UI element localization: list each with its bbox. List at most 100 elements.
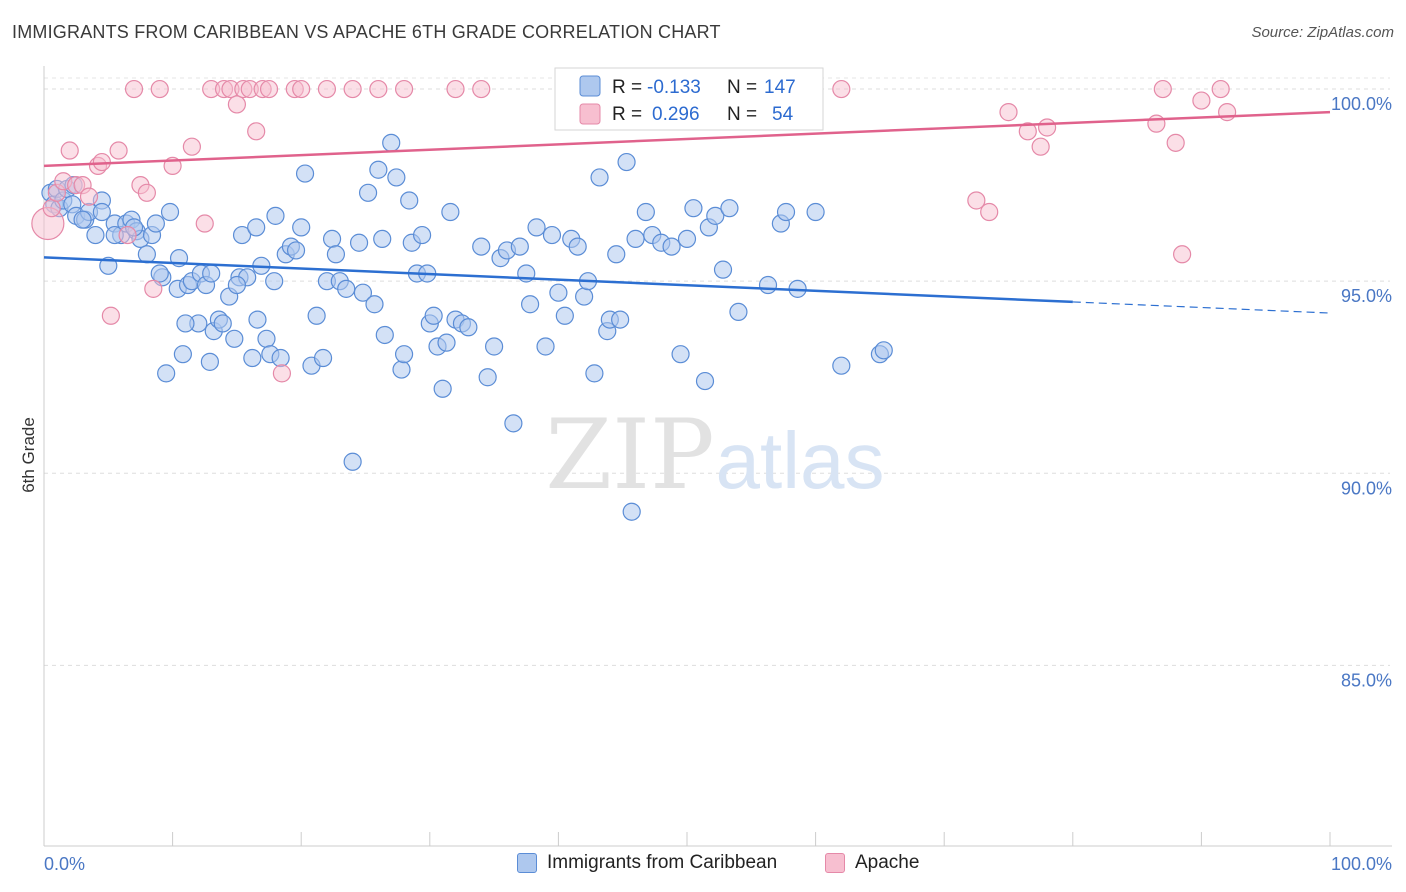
data-point-caribbean [677,229,697,249]
x-tick-label-max: 100.0% [1331,854,1392,874]
data-point-caribbean [202,264,221,283]
data-point-caribbean [729,302,748,322]
data-point-caribbean [173,345,192,364]
legend-n-label-2: N = [727,104,757,125]
data-point-caribbean [536,337,555,356]
data-point-caribbean [622,502,641,521]
data-point-caribbean [322,229,342,249]
data-point-caribbean [720,199,739,218]
legend-r-value-2: 0.296 [652,104,700,125]
data-point-caribbean [137,245,156,264]
data-point-caribbean [266,206,285,225]
grid-lines [44,77,1390,666]
y-tick-labels: 85.0% 90.0% 95.0% 100.0% [1331,94,1392,690]
bottom-legend-swatch-apache [825,853,845,873]
data-point-caribbean [92,202,111,222]
data-point-caribbean [232,225,252,245]
data-point-apache [60,141,79,160]
bottom-legend-swatch-caribbean [517,853,537,873]
data-point-caribbean [146,214,165,233]
data-point-caribbean [265,272,284,291]
data-point-caribbean [472,237,491,256]
data-point-caribbean [243,348,262,368]
watermark-zip: ZIP [545,399,714,511]
legend-n-label-1: N = [727,77,757,98]
data-point-apache [1218,103,1237,122]
data-point-caribbean [510,237,529,256]
bottom-legend-item-caribbean: Immigrants from Caribbean [517,852,777,874]
chart-source: Source: ZipAtlas.com [1251,24,1394,41]
data-point-caribbean [248,310,267,329]
data-point-caribbean [392,360,411,379]
y-tick-label: 100.0% [1331,94,1392,114]
data-point-caribbean [365,295,384,314]
data-point-apache [1153,79,1172,99]
data-point-caribbean [387,168,406,187]
watermark: ZIP atlas [545,399,884,511]
chart-title: IMMIGRANTS FROM CARIBBEAN VS APACHE 6TH … [12,22,721,42]
data-point-caribbean [150,264,169,283]
data-point-caribbean [662,237,681,256]
data-point-apache [272,364,292,383]
data-point-caribbean [227,275,246,295]
data-point-apache [118,225,137,245]
data-point-caribbean [585,364,604,383]
trend-line-apache [43,110,1331,168]
legend-r-label-2: R = [612,104,642,125]
data-point-caribbean [636,202,655,222]
data-point-caribbean [626,229,645,249]
data-point-caribbean [806,202,825,222]
data-point-caribbean [160,202,180,222]
legend-r-value-1: -0.133 [647,77,701,98]
data-point-caribbean [758,275,778,295]
legend-n-value-2: 54 [772,104,794,125]
data-point-apache [144,279,163,298]
data-point-caribbean [176,314,195,333]
data-point-caribbean [213,314,232,333]
data-point-caribbean [706,206,725,225]
data-point-caribbean [247,218,266,237]
data-point-caribbean [292,218,311,237]
data-point-caribbean [590,168,609,187]
series-apache [31,79,1237,383]
data-point-apache [369,79,388,99]
data-point-caribbean [607,245,626,264]
data-point-apache [317,79,337,99]
data-point-caribbean [286,241,306,260]
data-point-caribbean [375,325,394,345]
watermark-atlas: atlas [716,416,885,505]
bottom-legend-item-apache: Apache [825,852,919,874]
data-point-caribbean [874,341,893,360]
legend-box: R = -0.133 N = 147 R = 0.296 N = 54 [554,67,824,131]
y-tick-label: 95.0% [1341,286,1392,306]
data-point-caribbean [313,348,333,368]
data-point-apache [79,187,99,206]
data-point-apache [227,95,246,114]
data-point-apache [247,122,266,141]
data-point-caribbean [295,164,315,183]
data-point-apache [1018,122,1037,141]
data-point-caribbean [373,229,392,249]
data-point-caribbean [441,202,460,222]
data-point-caribbean [504,414,523,433]
data-point-apache [182,137,201,156]
legend-n-value-1: 147 [764,77,796,98]
data-point-caribbean [555,306,574,325]
data-point-caribbean [527,218,546,237]
bottom-legend: Immigrants from Caribbean Apache [0,852,1406,880]
data-point-caribbean [433,379,452,398]
data-point-caribbean [358,183,378,202]
data-point-caribbean [343,452,362,471]
data-point-caribbean [73,210,92,229]
data-point-apache [394,79,414,99]
data-point-caribbean [157,364,176,383]
data-point-caribbean [412,225,432,245]
trend-lines [43,110,1331,314]
data-point-caribbean [271,348,290,368]
data-point-apache [1173,245,1192,264]
data-point-caribbean [832,356,851,375]
data-point-apache [109,141,128,160]
data-point-caribbean [485,337,504,356]
data-point-caribbean [369,160,388,179]
data-point-caribbean [353,283,373,302]
